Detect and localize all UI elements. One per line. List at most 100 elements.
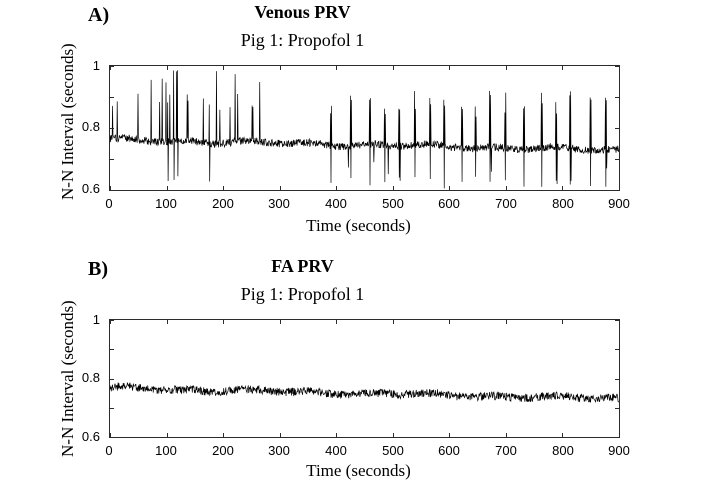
y-tick-mark bbox=[110, 320, 114, 321]
y-tick-mark bbox=[615, 97, 619, 98]
x-tick-mark bbox=[223, 320, 224, 324]
panel-b-fa-prv: B) FA PRV Pig 1: Propofol 1 N-N Interval… bbox=[0, 250, 717, 487]
panel-b-xtick-900: 900 bbox=[608, 443, 630, 458]
panel-a-xtick-400: 400 bbox=[325, 196, 347, 211]
panel-a-xtick-800: 800 bbox=[552, 196, 574, 211]
panel-b-xtick-500: 500 bbox=[382, 443, 404, 458]
y-tick-mark bbox=[110, 159, 114, 160]
x-tick-mark bbox=[449, 66, 450, 70]
panel-b-ytick-1: 1 bbox=[92, 312, 100, 327]
y-tick-mark bbox=[615, 408, 619, 409]
panel-b-subtitle: Pig 1: Propofol 1 bbox=[240, 284, 365, 304]
x-tick-mark bbox=[280, 320, 281, 324]
panel-b-xtick-400: 400 bbox=[325, 443, 347, 458]
x-tick-mark bbox=[110, 433, 111, 437]
panel-b-title: FA PRV bbox=[271, 256, 334, 276]
x-tick-mark bbox=[506, 433, 507, 437]
panel-b-ytick-0p6: 0.6 bbox=[81, 429, 100, 444]
x-tick-mark bbox=[619, 66, 620, 70]
y-tick-mark bbox=[110, 349, 114, 350]
panel-b-xtick-100: 100 bbox=[155, 443, 177, 458]
x-tick-mark bbox=[562, 186, 563, 190]
x-tick-mark bbox=[336, 433, 337, 437]
panel-a-xtick-500: 500 bbox=[382, 196, 404, 211]
y-tick-mark bbox=[615, 320, 619, 321]
panel-b-xtick-800: 800 bbox=[552, 443, 574, 458]
x-tick-mark bbox=[506, 186, 507, 190]
panel-a-subtitle: Pig 1: Propofol 1 bbox=[240, 30, 365, 50]
panel-a-xtick-600: 600 bbox=[438, 196, 460, 211]
panel-a-ytick-1: 1 bbox=[92, 58, 100, 73]
panel-a-xtick-300: 300 bbox=[268, 196, 290, 211]
y-tick-mark bbox=[110, 97, 114, 98]
panel-b-plot-area bbox=[109, 319, 620, 438]
panel-b-trace bbox=[110, 382, 619, 403]
y-tick-mark bbox=[615, 379, 619, 380]
y-tick-mark bbox=[110, 190, 114, 191]
x-tick-mark bbox=[619, 320, 620, 324]
panel-a-xtick-100: 100 bbox=[155, 196, 177, 211]
x-tick-mark bbox=[393, 186, 394, 190]
y-tick-mark bbox=[615, 128, 619, 129]
panel-b-ytick-0p8: 0.8 bbox=[81, 370, 100, 385]
panel-a-ytick-0p8: 0.8 bbox=[81, 119, 100, 134]
panel-b-xlabel: Time (seconds) bbox=[306, 461, 411, 480]
x-tick-mark bbox=[280, 186, 281, 190]
panel-a-plot-area bbox=[109, 65, 620, 191]
x-tick-mark bbox=[506, 66, 507, 70]
x-tick-mark bbox=[393, 320, 394, 324]
x-tick-mark bbox=[562, 433, 563, 437]
y-tick-mark bbox=[110, 379, 114, 380]
y-tick-mark bbox=[110, 66, 114, 67]
panel-b-xtick-300: 300 bbox=[268, 443, 290, 458]
x-tick-mark bbox=[167, 320, 168, 324]
x-tick-mark bbox=[449, 320, 450, 324]
x-tick-mark bbox=[449, 433, 450, 437]
x-tick-mark bbox=[223, 433, 224, 437]
y-tick-mark bbox=[110, 437, 114, 438]
x-tick-mark bbox=[223, 186, 224, 190]
panel-a-ytick-0p6: 0.6 bbox=[81, 181, 100, 196]
x-tick-mark bbox=[336, 186, 337, 190]
x-tick-mark bbox=[506, 320, 507, 324]
panel-b-xtick-200: 200 bbox=[212, 443, 234, 458]
x-tick-mark bbox=[619, 186, 620, 190]
x-tick-mark bbox=[336, 66, 337, 70]
panel-a-xtick-0: 0 bbox=[105, 196, 113, 211]
y-tick-mark bbox=[110, 128, 114, 129]
panel-a-xtick-900: 900 bbox=[608, 196, 630, 211]
x-tick-mark bbox=[167, 433, 168, 437]
x-tick-mark bbox=[280, 433, 281, 437]
x-tick-mark bbox=[223, 66, 224, 70]
y-tick-mark bbox=[110, 408, 114, 409]
y-tick-mark bbox=[615, 190, 619, 191]
x-tick-mark bbox=[280, 66, 281, 70]
x-tick-mark bbox=[110, 186, 111, 190]
panel-b-xtick-600: 600 bbox=[438, 443, 460, 458]
panel-a-title: Venous PRV bbox=[254, 2, 351, 22]
y-tick-mark bbox=[615, 159, 619, 160]
x-tick-mark bbox=[110, 66, 111, 70]
panel-b-xtick-0: 0 bbox=[105, 443, 113, 458]
x-tick-mark bbox=[393, 66, 394, 70]
y-tick-mark bbox=[615, 66, 619, 67]
panel-b-letter: B) bbox=[88, 258, 108, 280]
x-tick-mark bbox=[110, 320, 111, 324]
x-tick-mark bbox=[167, 186, 168, 190]
panel-a-letter: A) bbox=[88, 4, 110, 26]
x-tick-mark bbox=[167, 66, 168, 70]
panel-a-xtick-700: 700 bbox=[495, 196, 517, 211]
x-tick-mark bbox=[449, 186, 450, 190]
x-tick-mark bbox=[336, 320, 337, 324]
panel-a-trace bbox=[110, 70, 619, 189]
panel-b-xtick-700: 700 bbox=[495, 443, 517, 458]
panel-a-xlabel: Time (seconds) bbox=[306, 216, 411, 235]
x-tick-mark bbox=[562, 66, 563, 70]
x-tick-mark bbox=[393, 433, 394, 437]
y-tick-mark bbox=[615, 437, 619, 438]
x-tick-mark bbox=[619, 433, 620, 437]
y-tick-mark bbox=[615, 349, 619, 350]
panel-a-xtick-200: 200 bbox=[212, 196, 234, 211]
panel-a-venous-prv: A) Venous PRV Pig 1: Propofol 1 N-N Inte… bbox=[58, 2, 630, 235]
